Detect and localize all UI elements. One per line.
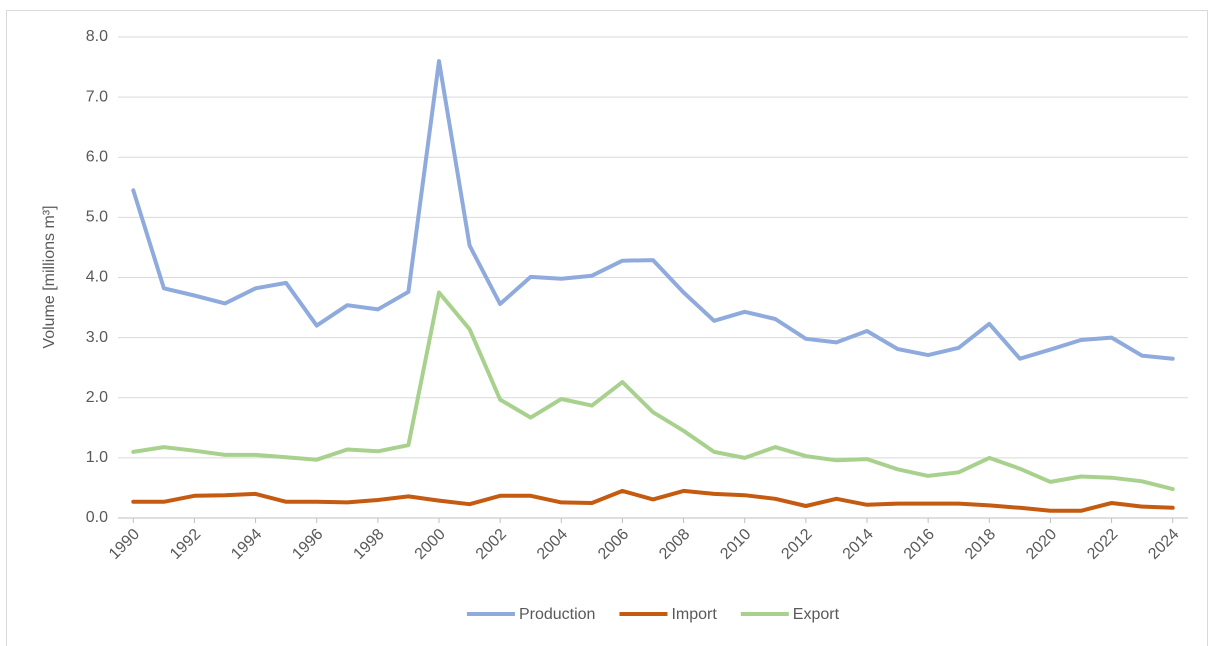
y-tick-label: 5.0: [86, 209, 108, 226]
y-axis-label: Volume [millions m³]: [41, 205, 58, 348]
chart-frame: [6, 10, 1208, 646]
y-tick-label: 7.0: [86, 88, 108, 105]
y-tick-label: 6.0: [86, 148, 108, 165]
y-tick-label: 2.0: [86, 389, 108, 406]
y-tick-label: 8.0: [86, 28, 108, 45]
y-tick-label: 3.0: [86, 329, 108, 346]
y-tick-label: 0.0: [86, 509, 108, 526]
series-line: [131, 59, 1175, 361]
legend-label: Export: [793, 606, 840, 623]
legend-label: Production: [519, 606, 596, 623]
y-tick-label: 4.0: [86, 269, 108, 286]
series-line: [131, 290, 1175, 492]
series-line: [131, 488, 1175, 513]
y-tick-label: 1.0: [86, 449, 108, 466]
legend-label: Import: [671, 606, 717, 623]
